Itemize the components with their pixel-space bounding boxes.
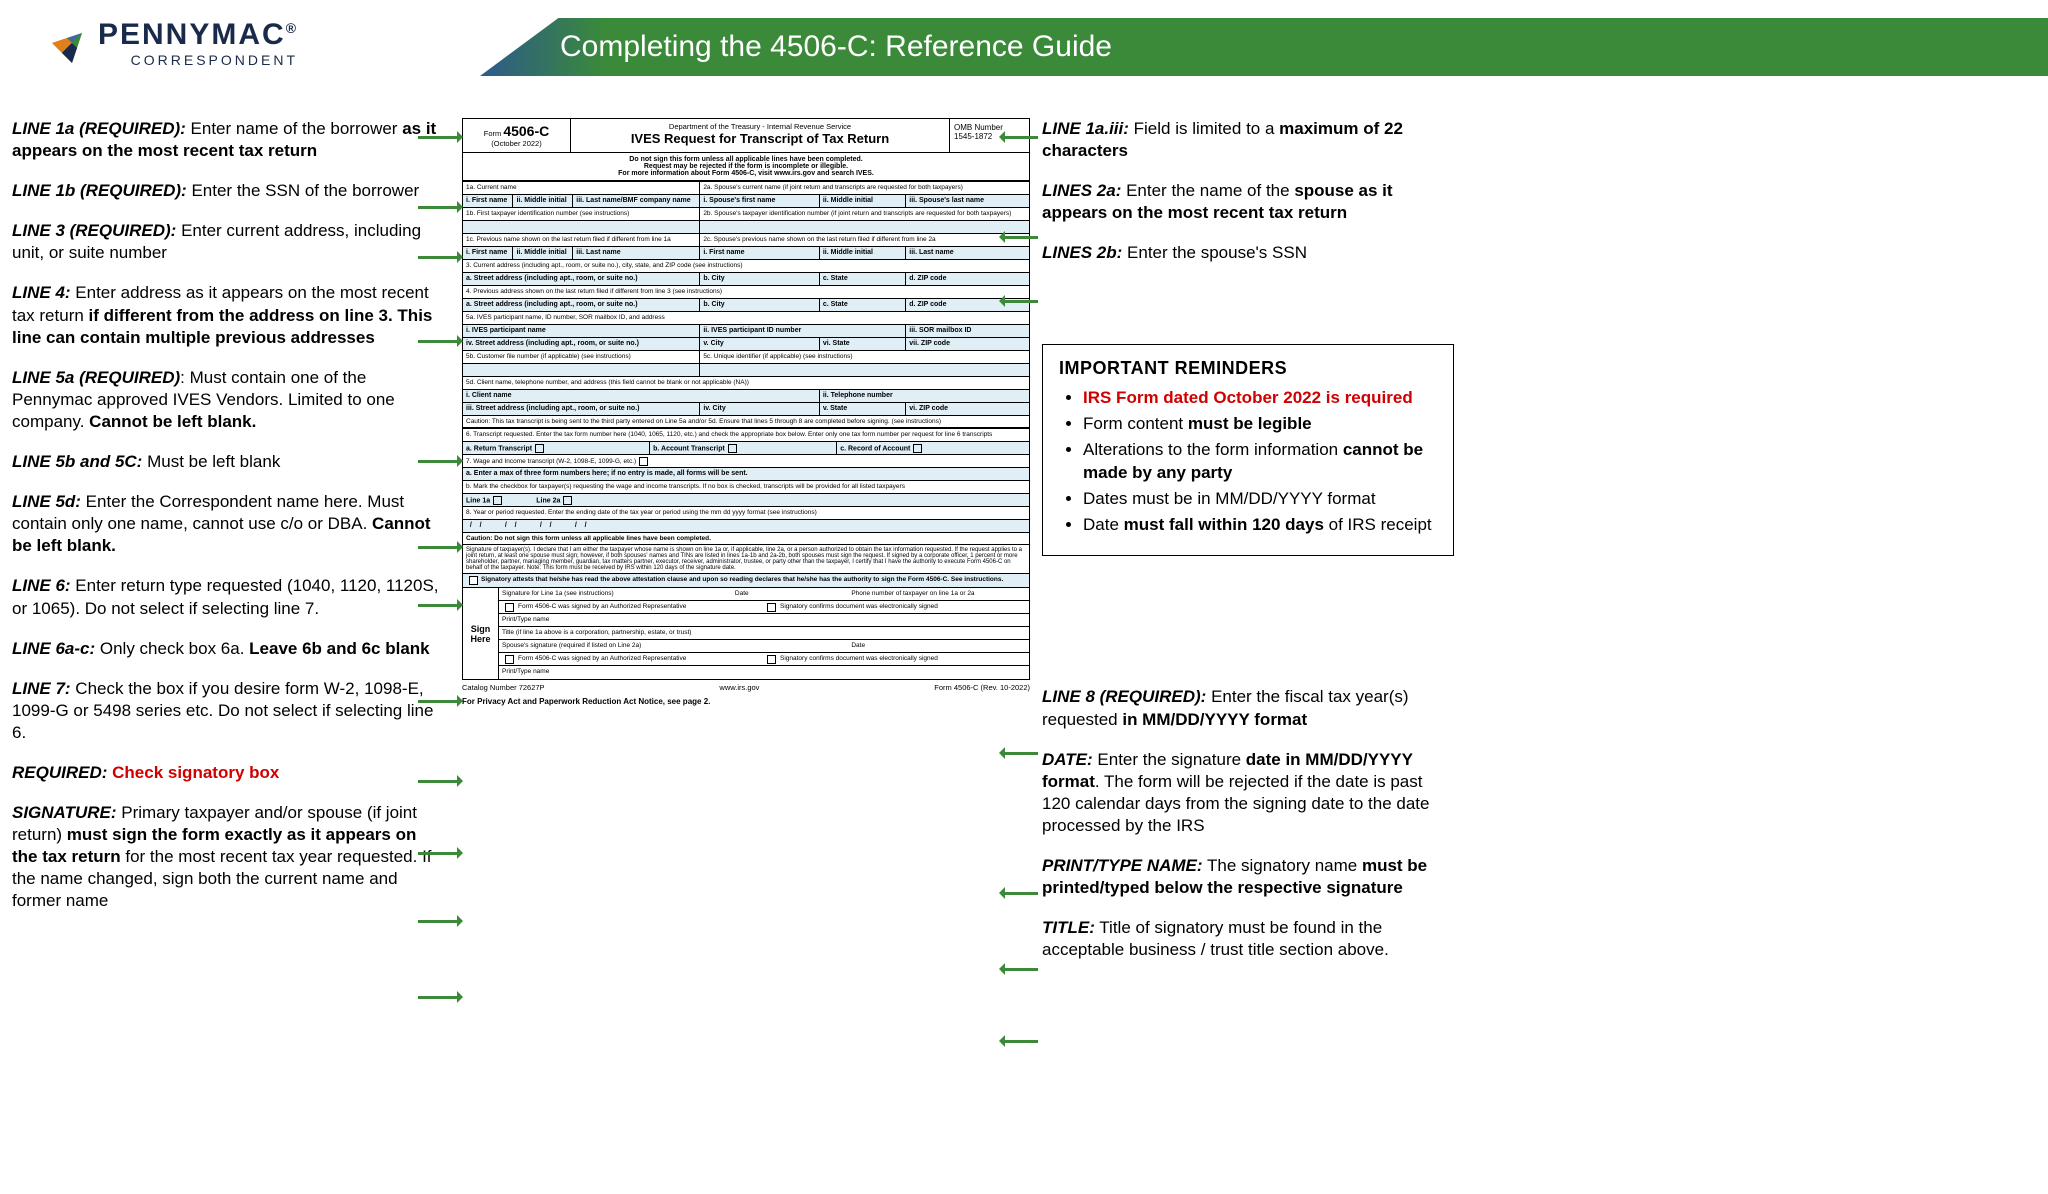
brand-reg: ® bbox=[286, 20, 298, 36]
caution2: Caution: Do not sign this form unless al… bbox=[466, 535, 711, 542]
form-foot: Form 4506-C (Rev. 10-2022) bbox=[934, 683, 1030, 692]
right-notes: LINE 1a.iii: Field is limited to a maxim… bbox=[1042, 118, 1454, 979]
arrow-right-icon bbox=[418, 546, 458, 549]
note: LINE 1b (REQUIRED): Enter the SSN of the… bbox=[12, 180, 440, 202]
note: TITLE: Title of signatory must be found … bbox=[1042, 917, 1454, 961]
note: LINES 2a: Enter the name of the spouse a… bbox=[1042, 180, 1454, 224]
reminders-list: IRS Form dated October 2022 is required F… bbox=[1059, 387, 1437, 537]
note: LINE 5d: Enter the Correspondent name he… bbox=[12, 491, 440, 557]
brand-icon bbox=[52, 23, 92, 63]
left-notes: LINE 1a (REQUIRED): Enter name of the bo… bbox=[12, 118, 440, 931]
reminder-item: Dates must be in MM/DD/YYYY format bbox=[1083, 488, 1437, 511]
note: DATE: Enter the signature date in MM/DD/… bbox=[1042, 749, 1454, 837]
note: LINE 3 (REQUIRED): Enter current address… bbox=[12, 220, 440, 264]
note: LINE 6a-c: Only check box 6a. Leave 6b a… bbox=[12, 638, 440, 660]
note: LINE 4: Enter address as it appears on t… bbox=[12, 282, 440, 348]
arrow-right-icon bbox=[418, 780, 458, 783]
reminder-item: Date must fall within 120 days of IRS re… bbox=[1083, 514, 1437, 537]
arrow-right-icon bbox=[418, 700, 458, 703]
arrow-left-icon bbox=[1004, 752, 1038, 755]
header-title: Completing the 4506-C: Reference Guide bbox=[560, 30, 1112, 64]
privacy: For Privacy Act and Paperwork Reduction … bbox=[462, 695, 1030, 708]
reminder-item: Form content must be legible bbox=[1083, 413, 1437, 436]
note: SIGNATURE: Primary taxpayer and/or spous… bbox=[12, 802, 440, 912]
arrow-right-icon bbox=[418, 920, 458, 923]
reminder-item: Alterations to the form information cann… bbox=[1083, 439, 1437, 485]
arrow-left-icon bbox=[1004, 300, 1038, 303]
note: LINE 1a (REQUIRED): Enter name of the bo… bbox=[12, 118, 440, 162]
attest: Signatory attests that he/she has read t… bbox=[481, 576, 1003, 585]
arrow-right-icon bbox=[418, 256, 458, 259]
arrow-left-icon bbox=[1004, 236, 1038, 239]
form-edition: (October 2022) bbox=[491, 139, 541, 148]
form-title: IVES Request for Transcript of Tax Retur… bbox=[577, 131, 943, 146]
arrow-right-icon bbox=[418, 604, 458, 607]
logo: PENNYMAC® CORRESPONDENT bbox=[50, 18, 298, 68]
note: LINE 8 (REQUIRED): Enter the fiscal tax … bbox=[1042, 686, 1454, 730]
arrow-right-icon bbox=[418, 206, 458, 209]
arrow-right-icon bbox=[418, 340, 458, 343]
sub3: For more information about Form 4506-C, … bbox=[618, 170, 874, 177]
form-num-label: Form bbox=[484, 129, 502, 138]
reminders-box: IMPORTANT REMINDERS IRS Form dated Octob… bbox=[1042, 344, 1454, 556]
arrow-left-icon bbox=[1004, 892, 1038, 895]
form-4506c: Form 4506-C (October 2022) Department of… bbox=[462, 118, 1030, 708]
arrow-left-icon bbox=[1004, 968, 1038, 971]
form-dept: Department of the Treasury - Internal Re… bbox=[577, 122, 943, 131]
omb-number: 1545-1872 bbox=[954, 132, 992, 141]
note: LINE 7: Check the box if you desire form… bbox=[12, 678, 440, 744]
catalog: Catalog Number 72627P bbox=[462, 683, 545, 692]
note: LINE 5a (REQUIRED): Must contain one of … bbox=[12, 367, 440, 433]
sub1: Do not sign this form unless all applica… bbox=[629, 156, 862, 163]
form-table: 1a. Current name2a. Spouse's current nam… bbox=[462, 181, 1030, 416]
arrow-left-icon bbox=[1004, 1040, 1038, 1043]
sig-declaration: Signature of taxpayer(s). I declare that… bbox=[462, 545, 1030, 574]
reminder-item: IRS Form dated October 2022 is required bbox=[1083, 387, 1437, 410]
form-number: 4506-C bbox=[503, 123, 549, 139]
caution1: Caution: This tax transcript is being se… bbox=[462, 416, 1030, 428]
note: PRINT/TYPE NAME: The signatory name must… bbox=[1042, 855, 1454, 899]
arrow-right-icon bbox=[418, 460, 458, 463]
arrow-left-icon bbox=[1004, 136, 1038, 139]
page-header: Completing the 4506-C: Reference Guide bbox=[480, 18, 2048, 76]
irs-site: www.irs.gov bbox=[719, 683, 759, 692]
note: LINE 1a.iii: Field is limited to a maxim… bbox=[1042, 118, 1454, 162]
brand-name: PENNYMAC bbox=[98, 18, 286, 51]
note: LINES 2b: Enter the spouse's SSN bbox=[1042, 242, 1454, 264]
note: LINE 6: Enter return type requested (104… bbox=[12, 575, 440, 619]
note: REQUIRED: Check signatory box bbox=[12, 762, 440, 784]
reminders-heading: IMPORTANT REMINDERS bbox=[1059, 357, 1437, 380]
note: LINE 5b and 5C: Must be left blank bbox=[12, 451, 440, 473]
brand-sub: CORRESPONDENT bbox=[98, 52, 298, 68]
arrow-right-icon bbox=[418, 996, 458, 999]
arrow-right-icon bbox=[418, 136, 458, 139]
sub2: Request may be rejected if the form is i… bbox=[644, 163, 848, 170]
arrow-right-icon bbox=[418, 852, 458, 855]
